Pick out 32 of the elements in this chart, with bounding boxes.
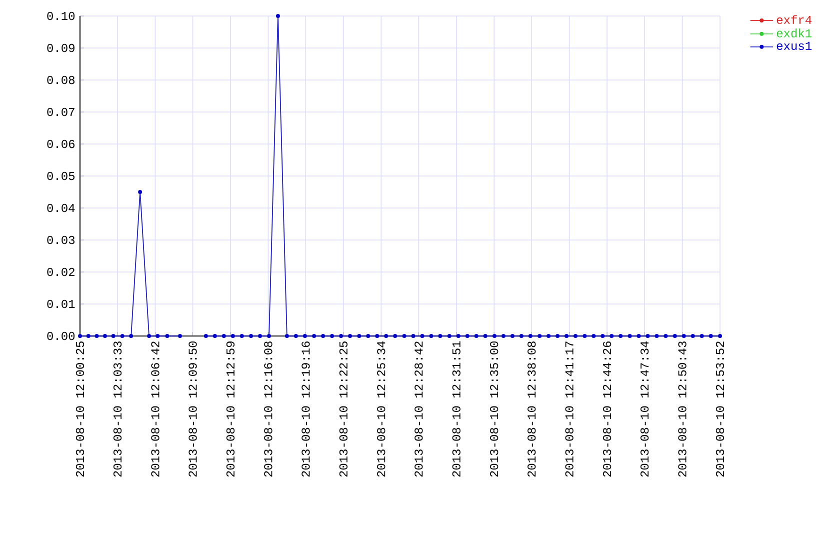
- x-tick-label: 2013-08-10 12:44:26: [602, 342, 612, 477]
- legend-label: exdk1: [776, 28, 812, 38]
- x-tick-label: 2013-08-10 12:38:08: [528, 342, 536, 477]
- x-tick-label: 2013-08-10 12:00:25: [76, 341, 84, 477]
- y-tick-label: 0.01: [47, 300, 75, 308]
- x-tick-label: 2013-08-10 12:22:25: [339, 341, 348, 477]
- legend-label: exus1: [776, 42, 812, 50]
- x-tick-label: 2013-08-10 12:28:42: [414, 342, 423, 477]
- x-tick-label: 2013-08-10 12:31:51: [452, 341, 460, 477]
- x-tick-label: 2013-08-10 12:03:33: [113, 341, 122, 477]
- y-tick-label: 0.00: [47, 332, 75, 340]
- y-tick-label: 0.04: [47, 204, 75, 212]
- x-tick-label: 2013-08-10 12:53:52: [716, 342, 724, 477]
- y-tick-label: 0.03: [47, 236, 75, 244]
- y-tick-label: 0.09: [47, 44, 74, 52]
- x-tick-label: 2013-08-10 12:25:34: [377, 341, 386, 477]
- x-tick-label: 2013-08-10 12:19:16: [302, 342, 310, 477]
- x-tick-label: 2013-08-10 12:09:50: [188, 341, 197, 477]
- y-tick-label: 0.06: [47, 140, 75, 148]
- legend-label: exfr4: [776, 15, 812, 24]
- x-tick-label: 2013-08-10 12:12:59: [226, 342, 235, 477]
- y-tick-label: 0.05: [47, 172, 75, 180]
- x-tick-label: 2013-08-10 12:35:00: [490, 341, 498, 477]
- y-tick-label: 0.08: [47, 76, 75, 84]
- y-tick-label: 0.10: [47, 12, 75, 20]
- y-tick-label: 0.07: [47, 108, 74, 116]
- x-tick-label: 2013-08-10 12:41:17: [565, 342, 574, 477]
- x-tick-label: 2013-08-10 12:06:42: [151, 342, 160, 477]
- x-tick-label: 2013-08-10 12:16:08: [264, 342, 272, 477]
- x-tick-label: 2013-08-10 12:47:34: [640, 341, 649, 477]
- y-tick-label: 0.02: [47, 268, 74, 276]
- x-tick-label: 2013-08-10 12:50:43: [678, 341, 686, 477]
